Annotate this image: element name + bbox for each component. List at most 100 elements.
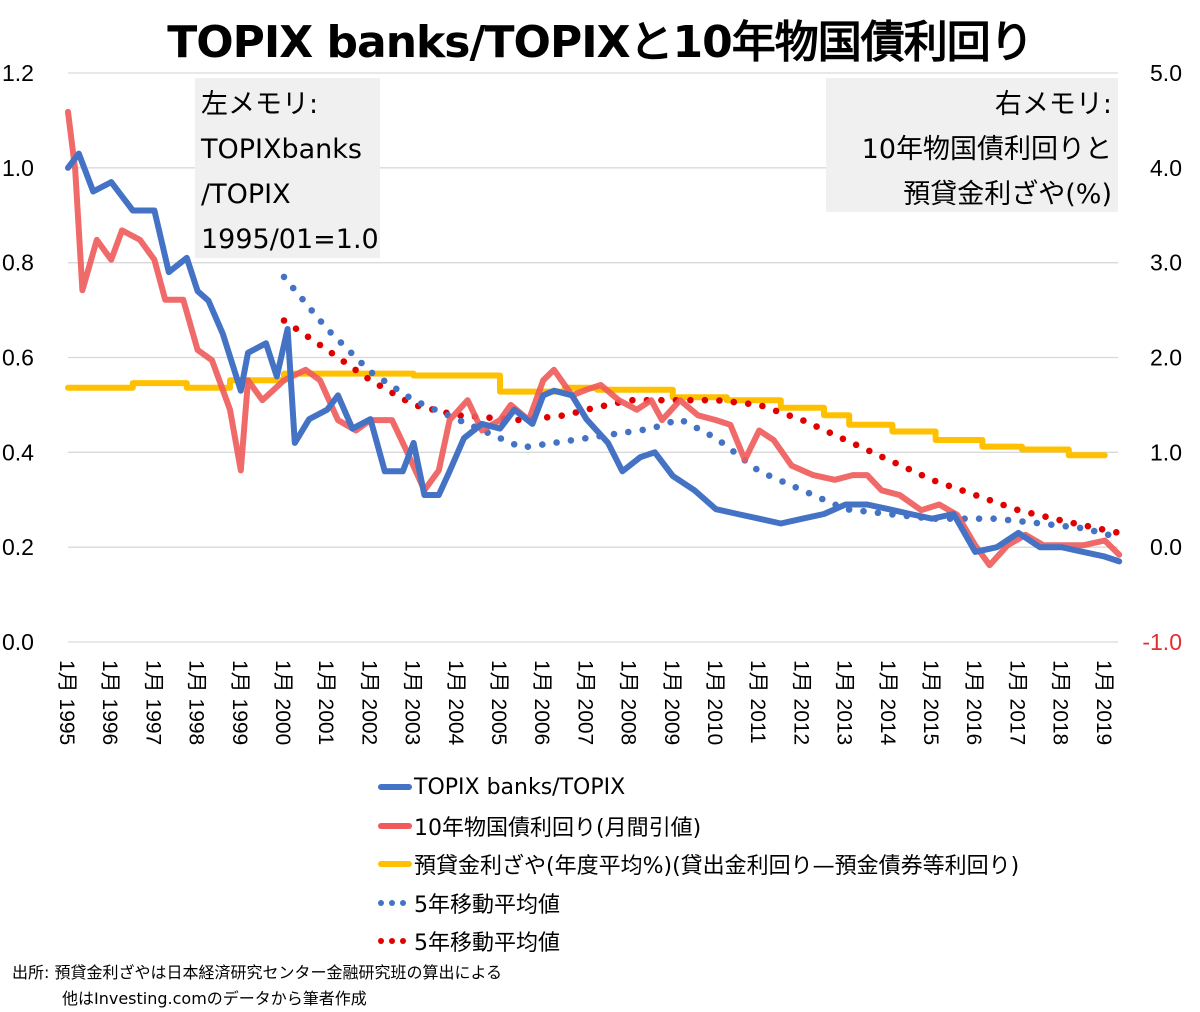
ma-dot: [1014, 506, 1021, 514]
ma-dot: [716, 397, 723, 404]
ma-dot: [1048, 521, 1055, 528]
left-axis-tick-label: 1.2: [2, 60, 34, 86]
x-axis-tick-label: 1月 2013: [833, 660, 856, 745]
ma-dot: [772, 407, 780, 415]
ma-dot: [393, 385, 400, 393]
chart: 0.0 0.2 0.4 0.6 0.8 1.0 1.2 -1.0 0.0 1.0 2.0 3.0 4.0…: [2, 60, 1182, 746]
memo-line: TOPIXbanks: [201, 134, 362, 165]
ma-dot: [1019, 518, 1026, 525]
ma-dot: [486, 414, 493, 422]
ma-dot: [730, 398, 738, 406]
x-axis-tick-label: 1月 1996: [98, 660, 121, 745]
ma-dot: [945, 482, 953, 490]
memo-line: 10年物国債利回りと: [861, 134, 1112, 165]
ma-dot: [358, 359, 365, 367]
legend-swatch: [378, 784, 412, 791]
ma-dot: [316, 341, 324, 349]
right-axis-tick-label: 3.0: [1150, 250, 1182, 276]
ma-dot: [431, 406, 438, 413]
ma-dot: [687, 396, 694, 404]
ma-dot: [1056, 516, 1063, 524]
ma-dot: [845, 506, 853, 513]
legend-label: 10年物国債利回り(月間引値): [414, 815, 702, 841]
legend-item-blue-ma: 5年移動平均値: [378, 884, 1019, 923]
ma-dot: [337, 339, 345, 346]
right-axis-tick-label: 2.0: [1150, 345, 1182, 371]
ma-dot: [405, 393, 412, 401]
ma-dot: [986, 496, 994, 504]
source-line: 他はInvesting.comのデータから筆者作成: [62, 989, 367, 1008]
x-axis-tick-label: 1月 2016: [962, 660, 985, 745]
ma-dot: [839, 435, 847, 443]
ma-dot: [625, 428, 632, 436]
ma-dot: [567, 437, 575, 444]
ma-dot: [1070, 519, 1077, 527]
left-axis-tick-label: 0.8: [2, 250, 34, 276]
ma-dot: [582, 435, 589, 442]
legend-label: 預貸金利ざや(年度平均%)(貸出金利回り—預金債券等利回り): [414, 854, 1020, 880]
ma-dot: [874, 509, 882, 517]
right-axis-tick-label: -1.0: [1142, 629, 1182, 655]
x-axis-tick-label: 1月 2004: [444, 660, 467, 746]
x-axis-tick-label: 1月 2017: [1005, 660, 1028, 745]
ma-dot: [417, 400, 425, 407]
ma-dot: [368, 369, 376, 377]
memo-line: 1995/01=1.0: [201, 224, 379, 255]
legend: TOPIX banks/TOPIX 10年物国債利回り(月間引値) 預貸金利ざや…: [378, 768, 1019, 961]
ma-dot: [792, 484, 799, 491]
x-axis-tick-label: 1月 2011: [746, 660, 769, 744]
x-axis-tick-label: 1月 2018: [1049, 660, 1072, 745]
ma-dot: [905, 465, 913, 473]
left-axis-tick-label: 0.2: [2, 534, 34, 560]
ma-dot: [1076, 524, 1084, 532]
ma-dot: [510, 441, 518, 448]
left-axis-tick-label: 1.0: [2, 155, 34, 181]
right-axis-memo: 右メモリ: 10年物国債利回りと 預貸金利ざや(%): [826, 78, 1118, 212]
x-axis-tick-label: 1月 2005: [487, 660, 510, 745]
ma-dot: [328, 349, 336, 357]
ma-dot: [1104, 531, 1112, 539]
ma-dot: [819, 495, 826, 503]
legend-item-red-ma: 5年移動平均値: [378, 922, 1019, 961]
ma-dot: [860, 507, 867, 515]
ma-dot: [327, 329, 334, 336]
ma-dot: [693, 424, 701, 432]
legend-item-lending-spread: 預貸金利ざや(年度平均%)(貸出金利回り—預金債券等利回り): [378, 845, 1019, 884]
ma-dot: [744, 400, 752, 408]
ma-dot: [1062, 523, 1069, 530]
ma-dot: [600, 402, 608, 410]
ma-dot: [317, 318, 325, 325]
memo-line: /TOPIX: [201, 179, 291, 210]
x-axis-tick-label: 1月 2006: [530, 660, 553, 745]
x-axis-tick-label: 1月 2008: [617, 660, 640, 745]
ma-dot: [805, 489, 813, 497]
x-axis-tick-label: 1月 2007: [573, 660, 596, 745]
ma-dot: [340, 358, 348, 365]
ma-dot: [975, 515, 983, 522]
left-axis-tick-label: 0.4: [2, 439, 34, 465]
ma-dot: [753, 465, 760, 473]
ma-dot: [701, 396, 709, 404]
ma-dot: [658, 396, 665, 404]
ma-dot: [304, 333, 312, 341]
ma-dot: [543, 414, 551, 421]
ma-dot: [289, 284, 297, 292]
ma-dot: [1042, 513, 1049, 520]
ma-dot: [1033, 519, 1041, 527]
x-axis-tick-label: 1月 1995: [55, 660, 78, 745]
ma-dot: [280, 273, 288, 281]
ma-dot: [786, 412, 794, 420]
ma-dot: [586, 405, 594, 413]
ma-dot: [892, 459, 899, 467]
ma-dot: [610, 430, 618, 438]
ma-dot: [539, 441, 546, 448]
ma-dot: [639, 426, 646, 434]
ma-dot: [973, 492, 980, 499]
left-axis-tick-label: 0.6: [2, 345, 34, 371]
ma-dot: [800, 417, 807, 424]
memo-line: 預貸金利ざや(%): [903, 179, 1112, 210]
ma-dot: [1000, 501, 1007, 509]
ma-dot: [813, 423, 820, 430]
left-axis-memo: 左メモリ: TOPIXbanks /TOPIX 1995/01=1.0: [195, 78, 380, 258]
ma-dot: [347, 349, 355, 357]
